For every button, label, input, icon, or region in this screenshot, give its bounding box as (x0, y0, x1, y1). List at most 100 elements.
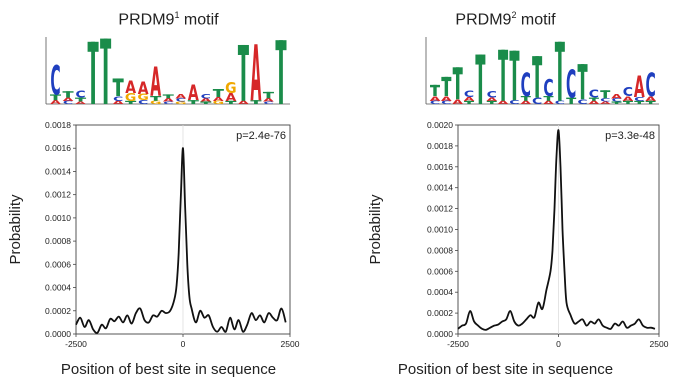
logo-letter-a: A (634, 70, 645, 105)
logo-letter-t (87, 41, 99, 104)
logo-letter-minor (622, 100, 633, 104)
y-axis-label: Probability (7, 194, 24, 265)
probability-series-line (457, 129, 656, 331)
p-value-label: p=2.4e-76 (236, 130, 286, 142)
y-tick-label: 0.0008 (427, 245, 453, 255)
logo-letter-minor: A (452, 98, 464, 106)
y-axis-label: Probability (367, 194, 384, 265)
logo-letter-minor: G (150, 100, 161, 105)
y-tick-label: 0.0014 (427, 183, 453, 193)
motif-title-rest: motif (516, 11, 556, 29)
logo-letter-minor (50, 94, 62, 101)
logo-letter-minor: G (125, 91, 136, 104)
logo-letter-minor: A (645, 95, 657, 103)
p-value-label: p=3.3e-48 (605, 130, 655, 142)
motif-title-base: PRDM9 (118, 11, 175, 29)
logo-letter-minor: A (600, 101, 611, 105)
logo-letter-minor (543, 96, 554, 101)
logo-letter-c: C (464, 89, 474, 99)
logo-letter-a: A (251, 29, 262, 118)
logo-letter-minor: G (175, 101, 186, 105)
logo-letter-minor: C (63, 100, 73, 105)
logo-letter-minor: C (176, 98, 186, 103)
logo-letter-t (600, 90, 611, 99)
x-tick-label: 2500 (281, 339, 300, 349)
motif-title-rest: motif (179, 11, 219, 29)
logo-letter-a: A (125, 78, 136, 98)
logo-letter-minor: G (213, 100, 224, 105)
logo-letter-minor: A (163, 98, 174, 103)
logo-letter-t (532, 56, 543, 98)
logo-letter-t (275, 40, 287, 104)
logo-letter-c: C (521, 66, 531, 104)
line-plot: 0.0000 0.0002 0.0004 0.0006 0.0008 0.0010 0.00… (7, 120, 300, 349)
y-tick-label: 0.0010 (427, 225, 453, 235)
y-tick-label: 0.0002 (45, 306, 71, 316)
logo-letter-minor (200, 101, 212, 104)
logo-letter-minor: A (486, 97, 497, 102)
x-tick-label: -2500 (65, 339, 87, 349)
logo-letter-minor: C (611, 98, 621, 103)
y-tick-label: 0.0012 (427, 204, 453, 214)
y-tick-label: 0.0014 (45, 166, 71, 176)
logo-letter-a: A (188, 81, 199, 106)
y-tick-label: 0.0010 (45, 213, 71, 223)
logo-letter-minor: C (163, 101, 173, 105)
logo-letter-minor: A (75, 101, 86, 105)
y-tick-label: 0.0012 (45, 190, 71, 200)
logo-letter-c: C (201, 92, 211, 100)
logo-letter-minor (486, 100, 497, 104)
logo-letter-minor: A (543, 100, 554, 105)
x-tick-label: 0 (181, 339, 186, 349)
logo-letter-minor (588, 97, 599, 101)
logo-letter-minor: A (63, 97, 74, 102)
x-axis-label: Position of best site in sequence (397, 361, 614, 378)
logo-letter-minor (611, 101, 622, 104)
logo-letter-minor (187, 100, 199, 104)
logo-letter-minor (645, 100, 656, 104)
x-tick-label: -2500 (447, 339, 469, 349)
logo-letter-minor (566, 97, 577, 104)
x-tick-label: 2500 (650, 339, 669, 349)
logo-letter-minor: C (600, 98, 610, 103)
y-tick-label: 0.0006 (45, 259, 71, 269)
logo-letter-minor: A (213, 96, 225, 102)
logo-letter-t (441, 76, 452, 97)
logo-letter-c: C (646, 66, 656, 104)
logo-letter-c: C (487, 90, 497, 100)
logo-letter-minor (250, 100, 262, 104)
logo-letter-c: C (623, 86, 633, 100)
probability-series-line (75, 147, 287, 334)
logo-letter-minor (75, 97, 87, 102)
y-tick-label: 0.0004 (427, 287, 453, 297)
y-tick-label: 0.0000 (45, 329, 71, 339)
line-plot: 0.0000 0.0002 0.0004 0.0006 0.0008 0.0010 0.00… (367, 120, 669, 349)
logo-letter-a: A (611, 92, 623, 100)
logo-letter-c: C (50, 58, 60, 105)
logo-letter-c: C (589, 87, 599, 100)
logo-letter-minor (225, 100, 237, 104)
logo-letter-minor: A (623, 95, 635, 103)
logo-letter-minor: C (263, 101, 273, 105)
logo-letter-minor (464, 100, 475, 104)
logo-letter-minor: A (113, 100, 124, 105)
logo-letter-minor (634, 100, 645, 104)
logo-letter-minor: A (464, 96, 476, 102)
logo-letter-minor: C (577, 98, 587, 106)
logo-letter-c: C (543, 74, 553, 102)
logo-letter-c: C (566, 62, 576, 107)
logo-letter-minor (125, 100, 137, 104)
y-tick-label: 0.0020 (427, 120, 453, 130)
logo-letter-minor: C (441, 100, 451, 105)
logo-letter-minor: C (430, 100, 440, 105)
y-tick-label: 0.0000 (427, 329, 453, 339)
logo-letter-t (100, 38, 112, 104)
logo-letter-minor (150, 96, 162, 101)
motif-title: PRDM92 motif (337, 10, 674, 29)
y-tick-label: 0.0002 (427, 308, 453, 318)
logo-letter-t (509, 50, 520, 101)
x-axis-label: Position of best site in sequence (60, 361, 277, 378)
